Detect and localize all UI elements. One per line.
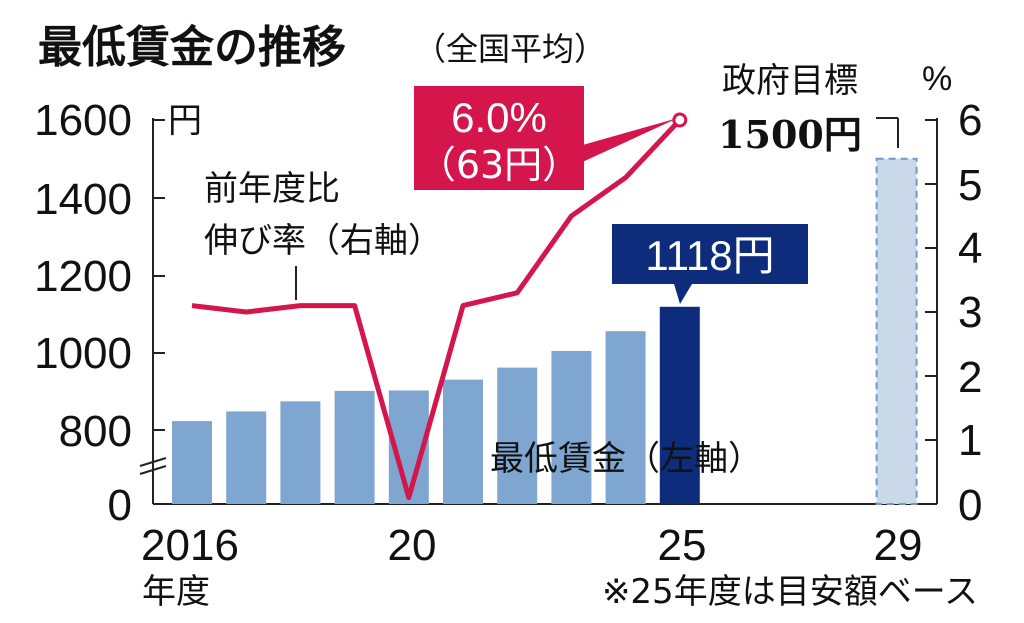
growth-polyline (191, 118, 682, 501)
wage-bar (497, 367, 538, 504)
growth-callout-pct: 6.0% (451, 94, 547, 141)
target-value-label: 1500円 (718, 112, 862, 157)
x-tick-label: 29 (874, 521, 923, 570)
growth-series-label: 前年度比 伸び率（右軸） (204, 169, 442, 300)
growth-callout-yen: （63円） (418, 143, 580, 187)
growth-label-line2: 伸び率（右軸） (204, 221, 442, 261)
left-axis-unit: 円 (168, 101, 202, 141)
growth-end-marker (672, 112, 688, 128)
chart-subtitle: （全国平均） (414, 30, 606, 68)
wage-callout-text: 1118円 (645, 232, 774, 279)
right-tick-label: 4 (958, 224, 982, 273)
x-tick-label: 25 (658, 521, 707, 570)
wage-bar (334, 390, 375, 504)
left-tick-label: 1400 (34, 175, 132, 224)
chart-title: 最低賃金の推移 (38, 22, 346, 73)
axis-break-icon (139, 457, 167, 475)
wage-bar (172, 421, 212, 504)
x-axis-unit: 年度 (142, 572, 210, 612)
right-tick-label: 3 (958, 288, 982, 337)
left-axis: 1600 1400 1200 1000 800 0 円 (34, 96, 202, 530)
right-tick-label: 6 (958, 96, 982, 145)
right-axis: 6 5 4 3 2 1 0 % (922, 60, 982, 530)
right-tick-label: 0 (958, 481, 982, 530)
left-tick-label: 1600 (34, 96, 132, 145)
right-tick-label: 5 (958, 161, 982, 210)
footnote: ※25年度は目安額ベース (602, 572, 978, 612)
wage-bar (280, 401, 321, 504)
growth-callout: 6.0% （63円） (414, 86, 678, 190)
right-axis-unit: % (922, 60, 952, 98)
growth-label-line1: 前年度比 (204, 169, 340, 209)
wage-bar (605, 331, 646, 504)
wage-callout: 1118円 (612, 224, 808, 304)
wage-bar (551, 350, 592, 504)
wage-bar (226, 411, 267, 504)
right-tick-label: 2 (958, 353, 982, 402)
left-tick-label: 800 (59, 407, 132, 456)
wage-series-label: 最低賃金（左軸） (490, 439, 762, 479)
target-label: 政府目標 (722, 61, 858, 101)
target-bar (875, 157, 918, 505)
left-tick-label: 0 (108, 481, 132, 530)
wage-bar (443, 379, 483, 504)
right-tick-label: 1 (958, 416, 982, 465)
x-tick-label: 2016 (141, 521, 239, 570)
wage-bars (172, 306, 700, 504)
left-tick-label: 1200 (34, 252, 132, 301)
growth-line (191, 112, 688, 501)
x-tick-label: 20 (388, 521, 437, 570)
wage-bar (659, 306, 700, 504)
left-tick-label: 1000 (34, 329, 132, 378)
